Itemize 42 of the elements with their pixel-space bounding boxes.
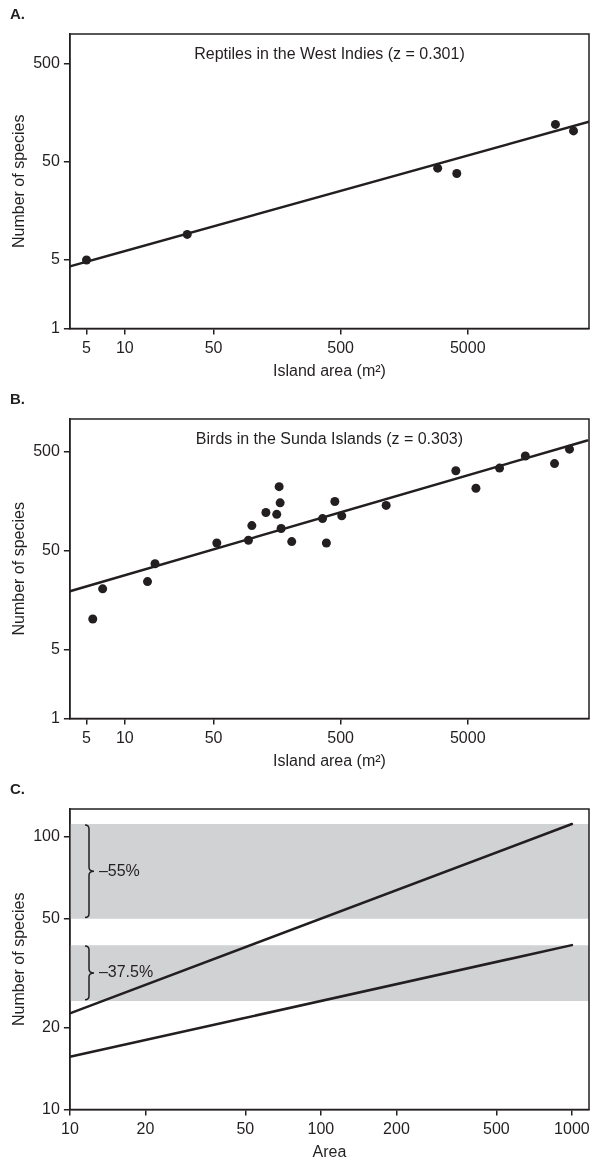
- y-axis-title: Number of species: [10, 114, 28, 248]
- y-tick-label: 50: [42, 152, 60, 170]
- x-tick-label: 200: [383, 1119, 410, 1137]
- x-tick-label: 10: [61, 1119, 79, 1137]
- x-tick-label: 5000: [449, 338, 486, 356]
- x-tick-label: 10: [115, 728, 134, 746]
- band-label: –55%: [98, 861, 140, 879]
- x-tick-label: 1000: [554, 1119, 590, 1137]
- y-tick-label: 10: [42, 1100, 60, 1118]
- x-tick-label: 5000: [449, 728, 486, 746]
- x-tick-label: 50: [204, 338, 223, 356]
- x-tick-label: 100: [307, 1119, 335, 1137]
- y-tick-label: 500: [33, 442, 60, 460]
- y-tick-label: 100: [33, 826, 60, 844]
- band-label: –37.5%: [98, 963, 154, 981]
- x-tick-label: 10: [115, 338, 134, 356]
- x-axis-title: Island area (m²): [272, 361, 386, 379]
- y-axis-title: Number of species: [10, 502, 28, 636]
- y-tick-label: 5: [50, 250, 60, 268]
- x-tick-label: 5: [82, 338, 92, 356]
- x-axis-title: Island area (m²): [272, 751, 386, 769]
- x-tick-label: 500: [482, 1119, 510, 1137]
- y-axis-title: Number of species: [10, 892, 28, 1026]
- y-tick-label: 50: [42, 541, 60, 559]
- text: Reptiles in the West Indies (z = 0.301): [194, 45, 465, 63]
- x-tick-label: 50: [204, 728, 223, 746]
- x-tick-label: 5: [82, 728, 92, 746]
- y-tick-label: 1: [50, 319, 60, 337]
- y-tick-label: 50: [42, 909, 60, 927]
- y-tick-label: 500: [33, 53, 60, 71]
- x-axis-title: Area: [312, 1142, 347, 1160]
- y-tick-label: 20: [42, 1017, 60, 1035]
- x-tick-label: 500: [327, 728, 355, 746]
- chart-title: B.: [10, 390, 25, 408]
- y-tick-label: 1: [50, 709, 60, 727]
- y-tick-label: 5: [50, 639, 60, 657]
- chart-title: A.: [10, 5, 25, 23]
- text: Birds in the Sunda Islands (z = 0.303): [195, 430, 464, 448]
- x-tick-label: 50: [236, 1119, 255, 1137]
- x-tick-label: 500: [327, 338, 355, 356]
- chart-title: C.: [10, 780, 25, 798]
- x-tick-label: 20: [136, 1119, 155, 1137]
